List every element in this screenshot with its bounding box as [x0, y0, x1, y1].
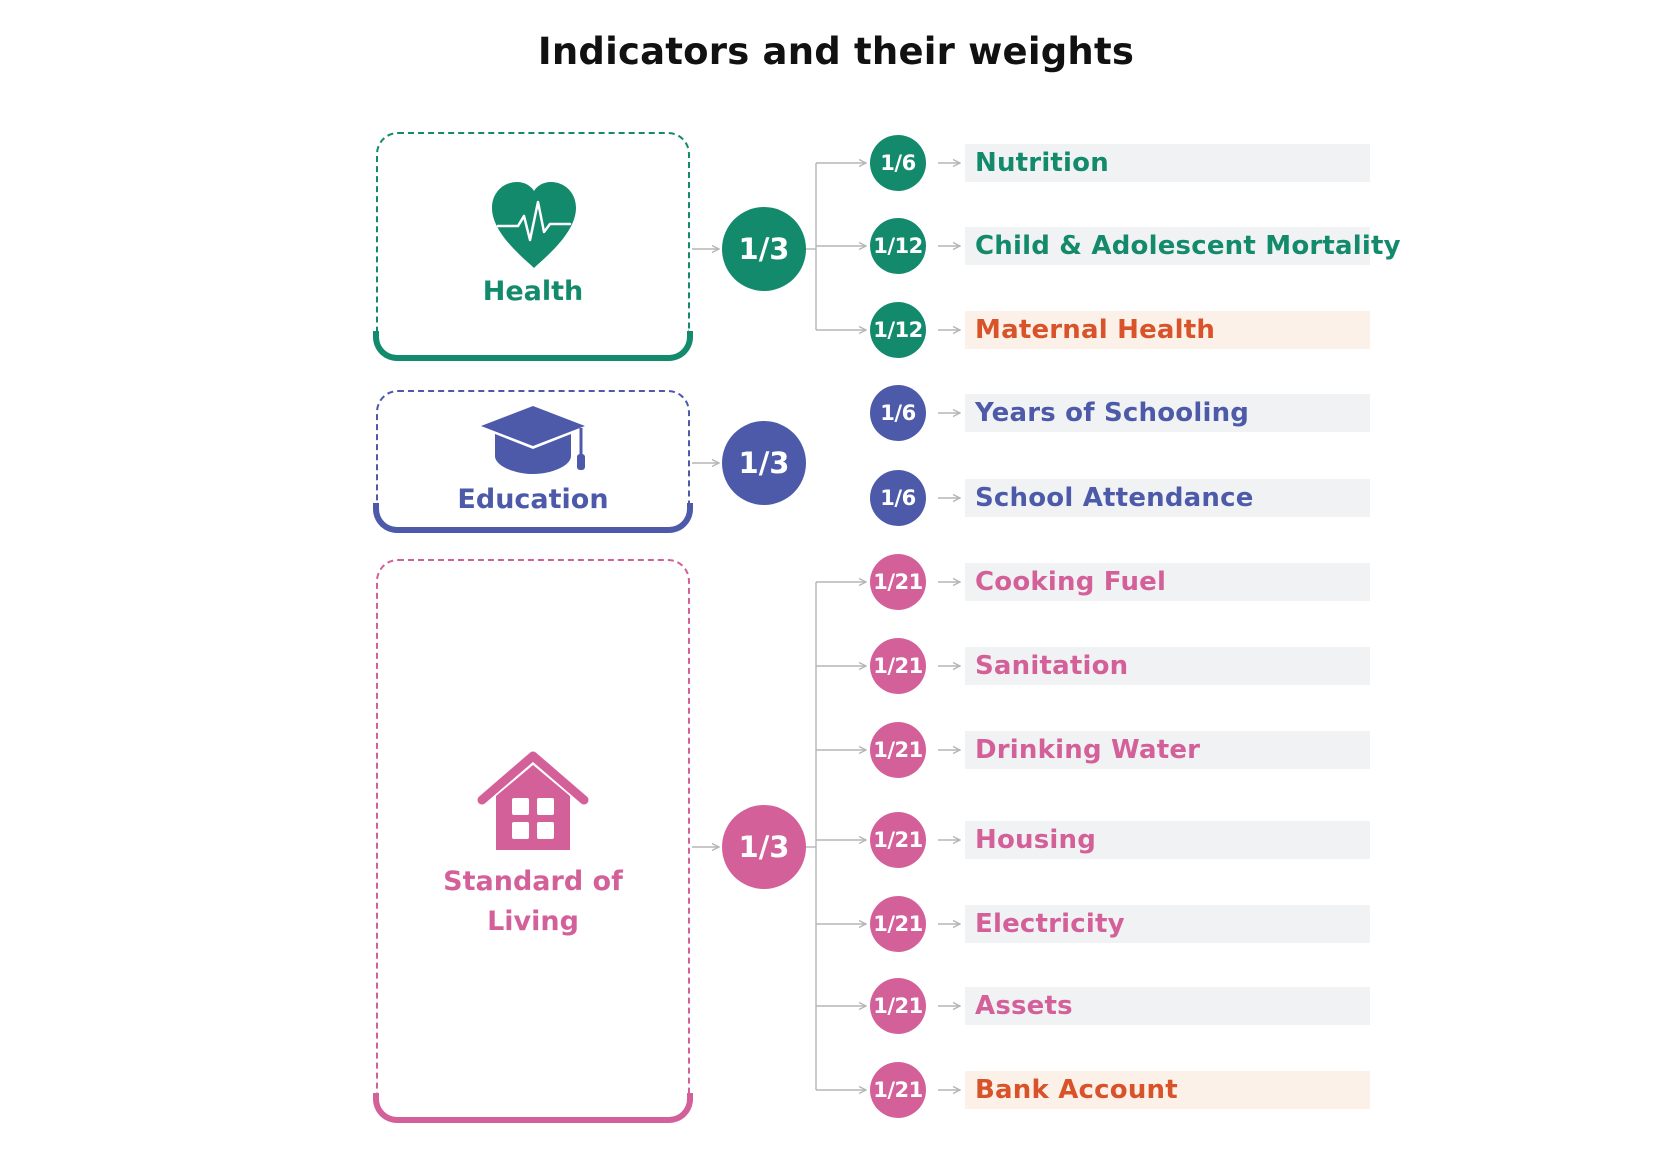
living-box-base: [373, 1093, 693, 1123]
living-label: Standard of Living: [376, 862, 690, 942]
health-dimension-box: [376, 132, 690, 332]
indicator-weight-circle: 1/21: [870, 896, 926, 952]
health-box-base: [373, 331, 693, 361]
living-dimension-box: [376, 559, 690, 1097]
health-label: Health: [482, 276, 584, 307]
indicator-weight-circle: 1/21: [870, 554, 926, 610]
indicator-row: Drinking Water: [965, 731, 1370, 769]
education-dimension-box: [376, 390, 690, 505]
indicator-row: Electricity: [965, 905, 1370, 943]
indicator-row: Cooking Fuel: [965, 563, 1370, 601]
education-weight-circle: 1/3: [722, 421, 806, 505]
indicator-label: Nutrition: [975, 148, 1109, 178]
indicator-row: Sanitation: [965, 647, 1370, 685]
indicator-label: Bank Account: [975, 1075, 1178, 1105]
indicator-row: School Attendance: [965, 479, 1370, 517]
indicator-weight-circle: 1/6: [870, 385, 926, 441]
indicator-label: Electricity: [975, 909, 1125, 939]
indicator-label: Drinking Water: [975, 735, 1201, 765]
indicator-row: Assets: [965, 987, 1370, 1025]
indicator-label: Child & Adolescent Mortality: [975, 231, 1401, 261]
indicator-weight-circle: 1/21: [870, 722, 926, 778]
education-box-base: [373, 503, 693, 533]
indicator-weight-circle: 1/21: [870, 812, 926, 868]
indicator-weight-circle: 1/12: [870, 218, 926, 274]
graduation-cap-icon: [481, 406, 585, 474]
indicator-row: Years of Schooling: [965, 394, 1370, 432]
indicator-row: Bank Account: [965, 1071, 1370, 1109]
heart-pulse-icon: [492, 182, 576, 268]
indicator-row: Child & Adolescent Mortality: [965, 227, 1401, 265]
indicator-label: Years of Schooling: [975, 398, 1250, 428]
living-label-line-2: Living: [487, 906, 579, 937]
indicator-label: School Attendance: [975, 483, 1254, 513]
indicator-label: Maternal Health: [975, 315, 1216, 345]
indicator-weight-circle: 1/12: [870, 302, 926, 358]
indicator-label: Cooking Fuel: [975, 567, 1167, 597]
health-weight-circle: 1/3: [722, 207, 806, 291]
indicator-row: Maternal Health: [965, 311, 1370, 349]
house-icon: [477, 751, 589, 850]
indicator-weight-circle: 1/21: [870, 1062, 926, 1118]
education-label: Education: [457, 484, 609, 515]
indicator-label: Assets: [975, 991, 1073, 1021]
indicator-weight-circle: 1/21: [870, 638, 926, 694]
indicator-label: Housing: [975, 825, 1097, 855]
indicator-weight-circle: 1/6: [870, 135, 926, 191]
page-title: Indicators and their weights: [537, 30, 1135, 73]
living-weight-circle: 1/3: [722, 805, 806, 889]
indicator-row: Nutrition: [965, 144, 1370, 182]
indicator-label: Sanitation: [975, 651, 1129, 681]
indicator-weight-circle: 1/6: [870, 470, 926, 526]
living-label-line-1: Standard of: [443, 866, 623, 897]
indicator-weight-circle: 1/21: [870, 978, 926, 1034]
indicator-row: Housing: [965, 821, 1370, 859]
